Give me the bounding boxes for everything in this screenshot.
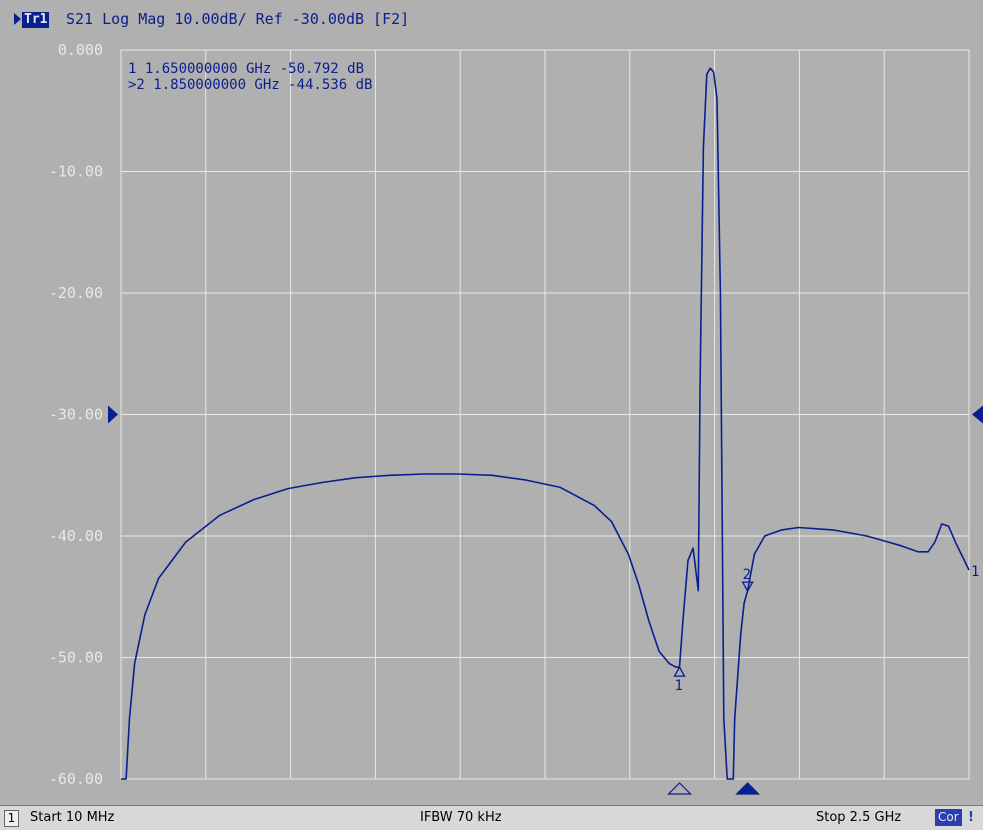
reference-arrow-right-icon [972,405,983,424]
marker-1-label: 1 [675,678,683,694]
y-tick-label: -50.00 [49,649,103,667]
trace-title[interactable]: S21 Log Mag 10.00dB/ Ref -30.00dB [F2] [66,10,410,28]
marker-1-position-icon [667,782,692,795]
ifbw-value[interactable]: IFBW 70 kHz [420,810,502,825]
y-tick-label: -60.00 [49,770,103,788]
trace-s21-line [121,67,970,780]
y-tick-label: -20.00 [49,284,103,302]
marker-2-label: 2 [743,567,751,583]
active-trace-arrow-icon [14,13,21,25]
chart-plot[interactable]: 0.000 -10.00 -20.00 -30.00 -40.00 -50.00 -60.0… [0,0,983,805]
marker-1-triangle [673,665,686,677]
marker-2-triangle [741,581,754,593]
start-frequency[interactable]: Start 10 MHz [30,810,115,825]
marker-readout-1: 1 1.650000000 GHz -50.792 dB [128,61,364,77]
y-tick-label: -30.00 [49,406,103,424]
trace-badge[interactable]: Tr1 [22,12,50,28]
correction-badge[interactable]: Cor [935,809,962,826]
channel-number[interactable]: 1 [4,810,19,827]
status-bar: 1 Start 10 MHz IFBW 70 kHz Stop 2.5 GHz … [0,805,983,830]
warning-flag: ! [968,810,974,825]
reference-arrow-left-icon [108,405,118,424]
marker-2-position-icon [735,782,761,795]
y-tick-label: -40.00 [49,527,103,545]
trace-end-label: 1 [971,564,979,580]
marker-readout-2: >2 1.850000000 GHz -44.536 dB [128,77,372,93]
y-tick-label: 0.000 [58,41,103,59]
stop-frequency[interactable]: Stop 2.5 GHz [816,810,902,825]
y-tick-label: -10.00 [49,163,103,181]
trace-header: Tr1 S21 Log Mag 10.00dB/ Ref -30.00dB [F… [0,0,983,38]
plot-frame [120,49,970,780]
